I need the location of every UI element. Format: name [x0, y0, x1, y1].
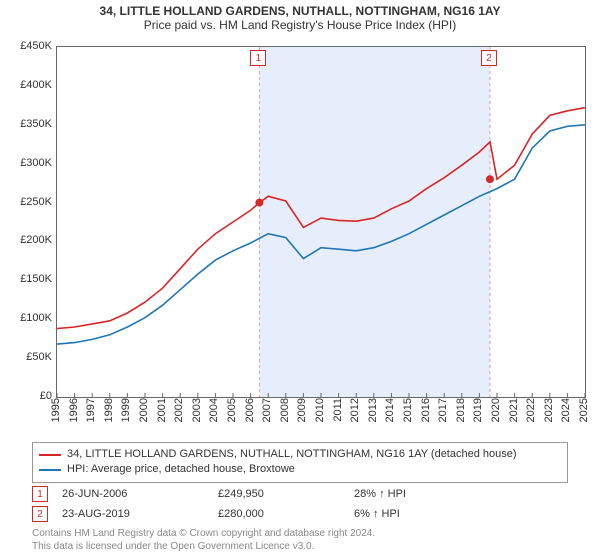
chart-title: 34, LITTLE HOLLAND GARDENS, NUTHALL, NOT… — [0, 0, 600, 18]
y-tick-label: £0 — [2, 390, 52, 402]
x-tick-label: 2000 — [138, 398, 150, 422]
chart-sale-badge: 1 — [250, 50, 266, 66]
x-tick-label: 2006 — [244, 398, 256, 422]
x-tick-label: 2012 — [349, 398, 361, 422]
sale-delta-1: 28% ↑ HPI — [354, 488, 568, 500]
plot-area — [56, 46, 586, 398]
x-tick-label: 2022 — [525, 398, 537, 422]
y-tick-label: £200K — [2, 234, 52, 246]
legend-label-subject: 34, LITTLE HOLLAND GARDENS, NUTHALL, NOT… — [67, 447, 517, 462]
x-tick-label: 2024 — [560, 398, 572, 422]
legend-item-subject: 34, LITTLE HOLLAND GARDENS, NUTHALL, NOT… — [39, 447, 561, 462]
x-tick-label: 2017 — [437, 398, 449, 422]
x-tick-label: 2008 — [279, 398, 291, 422]
y-tick-label: £50K — [2, 351, 52, 363]
legend-item-hpi: HPI: Average price, detached house, Brox… — [39, 462, 561, 477]
x-tick-label: 1998 — [103, 398, 115, 422]
x-tick-label: 2018 — [455, 398, 467, 422]
x-tick-label: 1999 — [120, 398, 132, 422]
x-tick-label: 2003 — [191, 398, 203, 422]
x-tick-label: 2025 — [578, 398, 590, 422]
y-tick-label: £350K — [2, 118, 52, 130]
legend-swatch-subject — [39, 454, 61, 456]
footer: Contains HM Land Registry data © Crown c… — [32, 528, 568, 553]
chart-subtitle: Price paid vs. HM Land Registry's House … — [0, 18, 600, 36]
x-tick-label: 2020 — [490, 398, 502, 422]
x-tick-label: 1997 — [85, 398, 97, 422]
x-tick-label: 2001 — [156, 398, 168, 422]
footer-line1: Contains HM Land Registry data © Crown c… — [32, 528, 568, 541]
x-tick-label: 2009 — [296, 398, 308, 422]
x-tick-label: 2023 — [543, 398, 555, 422]
x-tick-label: 1995 — [50, 398, 62, 422]
x-tick-label: 2005 — [226, 398, 238, 422]
x-tick-label: 2007 — [261, 398, 273, 422]
sale-badge-2: 2 — [32, 506, 48, 522]
y-tick-label: £450K — [2, 40, 52, 52]
x-tick-label: 2013 — [367, 398, 379, 422]
sale-row-2: 2 23-AUG-2019 £280,000 6% ↑ HPI — [32, 506, 568, 522]
sale-price-2: £280,000 — [218, 508, 348, 520]
sale-date-2: 23-AUG-2019 — [62, 508, 212, 520]
y-tick-label: £100K — [2, 312, 52, 324]
footer-line2: This data is licensed under the Open Gov… — [32, 541, 568, 554]
x-tick-label: 2011 — [332, 398, 344, 422]
x-tick-label: 2015 — [402, 398, 414, 422]
legend-swatch-hpi — [39, 469, 61, 471]
y-tick-label: £400K — [2, 79, 52, 91]
legend-label-hpi: HPI: Average price, detached house, Brox… — [67, 462, 295, 477]
sale-row-1: 1 26-JUN-2006 £249,950 28% ↑ HPI — [32, 486, 568, 502]
x-tick-label: 2004 — [208, 398, 220, 422]
y-tick-label: £250K — [2, 196, 52, 208]
y-tick-label: £300K — [2, 157, 52, 169]
chart-sale-badge: 2 — [481, 50, 497, 66]
x-tick-label: 2014 — [384, 398, 396, 422]
sale-delta-2: 6% ↑ HPI — [354, 508, 568, 520]
y-tick-label: £150K — [2, 273, 52, 285]
x-tick-label: 1996 — [68, 398, 80, 422]
x-tick-label: 2010 — [314, 398, 326, 422]
x-tick-label: 2021 — [508, 398, 520, 422]
x-tick-label: 2016 — [420, 398, 432, 422]
legend: 34, LITTLE HOLLAND GARDENS, NUTHALL, NOT… — [32, 442, 568, 483]
sale-price-1: £249,950 — [218, 488, 348, 500]
sale-date-1: 26-JUN-2006 — [62, 488, 212, 500]
x-tick-label: 2019 — [472, 398, 484, 422]
x-tick-label: 2002 — [173, 398, 185, 422]
sale-badge-1: 1 — [32, 486, 48, 502]
